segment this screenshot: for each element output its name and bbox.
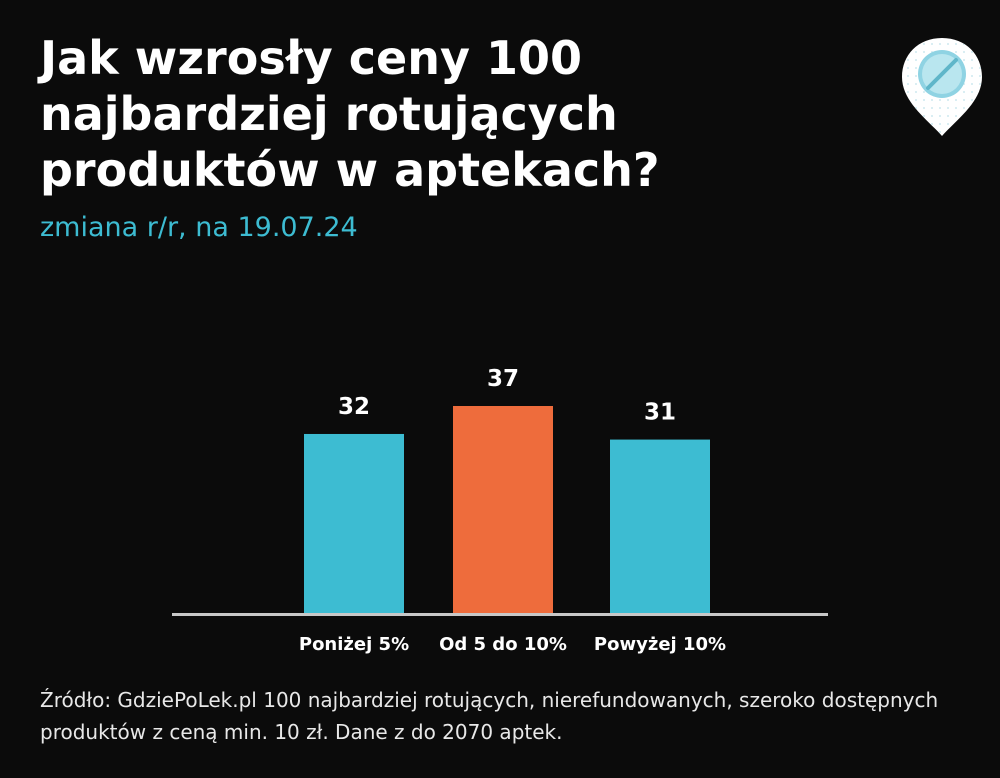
data-label-3: 31 [644, 400, 676, 426]
page-title: Jak wzrosły ceny 100 najbardziej rotując… [40, 31, 660, 197]
category-label-1: Poniżej 5% [299, 634, 409, 655]
chart-subtitle: zmiana r/r, na 19.07.24 [40, 212, 358, 243]
bar-2 [453, 406, 553, 613]
category-label-3: Powyżej 10% [594, 634, 726, 655]
pill-pin-icon [902, 38, 982, 136]
bar-3 [610, 439, 710, 613]
bar-1 [304, 433, 404, 613]
category-label-2: Od 5 do 10% [439, 634, 567, 655]
source-note: Źródło: GdziePoLek.pl 100 najbardziej ro… [40, 688, 939, 744]
data-label-2: 37 [487, 366, 519, 392]
data-label-1: 32 [338, 394, 370, 420]
bar-chart: 32 Poniżej 5% 37 Od 5 do 10% 31 Powyżej 10% [172, 366, 828, 655]
